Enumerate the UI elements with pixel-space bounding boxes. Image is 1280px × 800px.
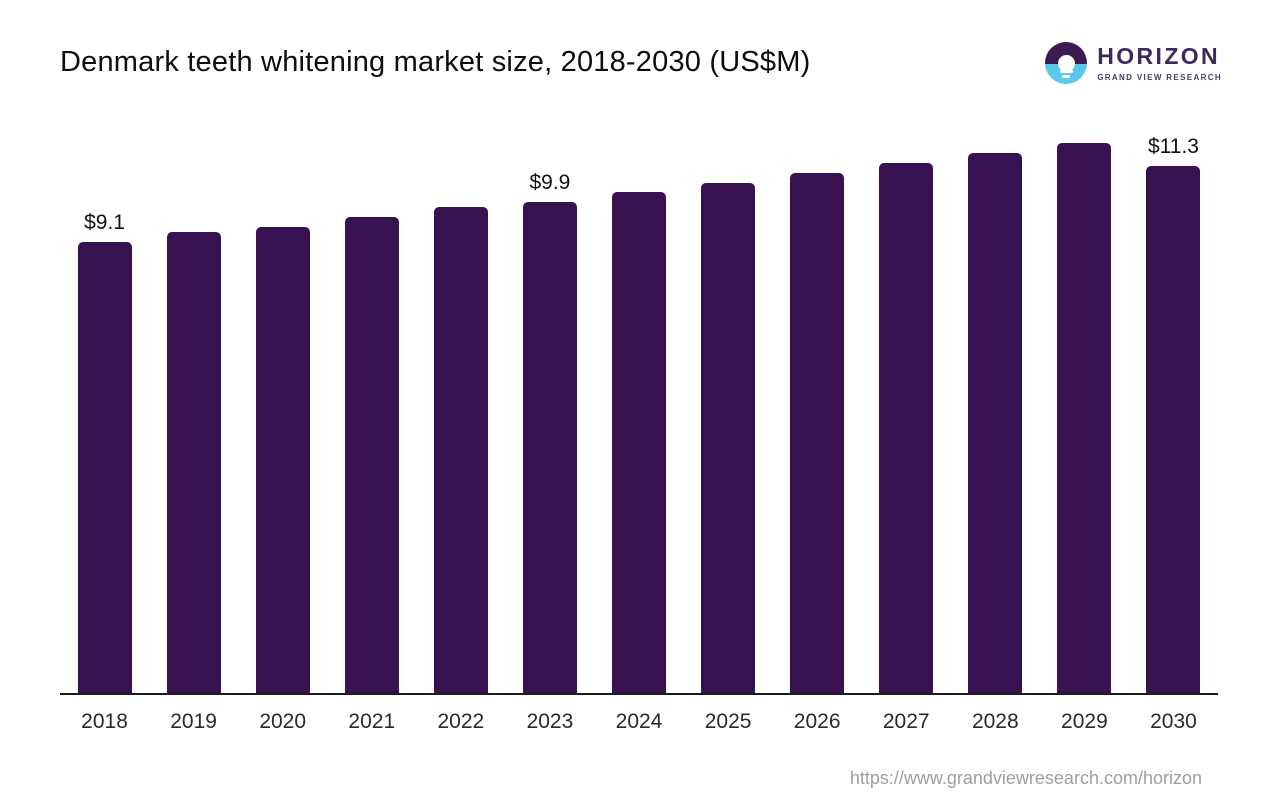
bar-column-2030: $11.3 [1129,135,1218,693]
bar-value-label-2018: $9.1 [84,211,125,234]
bar-column-2023: $9.9 [505,135,594,693]
horizon-logo-icon [1045,42,1088,84]
bar-column-2026 [773,135,862,693]
brand-tagline: GRAND VIEW RESEARCH [1097,72,1222,82]
plot-area: $9.1 $9.9 $11.3 [60,135,1218,695]
bar-column-2018: $9.1 [60,135,149,693]
x-axis-label-2019: 2019 [170,710,217,733]
logo-sun-shape [1057,55,1075,72]
bar-column-2024 [594,135,683,693]
bar-2021 [344,217,399,693]
x-axis-label-2030: 2030 [1150,710,1197,733]
x-axis-label-2018: 2018 [81,710,128,733]
bar-2024 [612,192,666,693]
bar-column-2021 [327,135,416,693]
x-axis-label-2021: 2021 [348,710,396,733]
bar-2023 [522,202,577,693]
bar-column-2028 [951,135,1040,693]
bar-2028 [968,153,1023,693]
logo-text-block: HORIZON GRAND VIEW RESEARCH [1097,42,1222,82]
x-axis-label-2024: 2024 [615,710,663,733]
page-title: Denmark teeth whitening market size, 201… [60,46,811,78]
bar-value-label-2030: $11.3 [1147,135,1199,158]
bar-column-2025 [684,135,773,693]
bar-2020 [255,227,310,693]
bar-2022 [433,207,488,693]
bar-column-2019 [149,135,238,693]
x-axis-label-2023: 2023 [526,710,574,733]
x-axis-label-2020: 2020 [259,710,307,733]
bar-column-2029 [1040,135,1129,693]
bar-column-2020 [238,135,327,693]
bar-chart: $9.1 $9.9 $11.3 2018 2019 2020 2021 2022 2023 20… [60,135,1218,734]
x-axis-label-2026: 2026 [793,710,841,733]
x-axis-label-2025: 2025 [704,710,752,733]
logo-reflection-dash [1062,75,1071,78]
header: Denmark teeth whitening market size, 201… [60,42,1222,84]
bar-2029 [1057,143,1112,693]
bar-column-2027 [862,135,951,693]
bar-2026 [790,173,845,693]
bar-2025 [701,183,756,693]
source-url: https://www.grandviewresearch.com/horizo… [849,768,1202,788]
bar-2027 [879,163,934,693]
x-axis-label-2028: 2028 [971,710,1019,733]
x-axis-label-2022: 2022 [437,710,485,733]
bar-2030 [1146,166,1201,693]
bar-2018 [77,242,132,693]
bar-column-2022 [416,135,505,693]
brand-logo: HORIZON GRAND VIEW RESEARCH [1045,42,1222,84]
x-axis-label-2027: 2027 [882,710,930,733]
brand-name: HORIZON [1097,42,1221,69]
bar-value-label-2023: $9.9 [529,171,571,194]
bar-2019 [166,232,221,693]
logo-reflection-dash [1059,69,1073,73]
x-axis-labels: 2018 2019 2020 2021 2022 2023 2024 2025 2026 2027… [60,695,1218,734]
x-axis-label-2029: 2029 [1061,710,1108,733]
